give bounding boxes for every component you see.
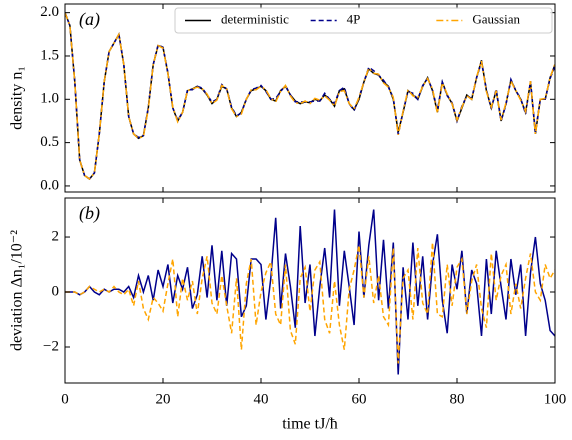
x-tick-label: 40 [254,391,269,407]
y-axis-label: deviation Δn₁/10⁻² [9,230,26,351]
y-tick-label: 2.0 [40,4,59,20]
plot-frame [64,3,556,193]
x-axis-label: time tJ/ħ [282,416,338,433]
legend-label: 4P [347,11,361,26]
series-line [65,12,555,181]
y-tick-label: 2 [52,228,60,244]
legend-label: Gaussian [472,11,520,26]
y-tick-label: 0 [52,283,60,299]
x-tick-label: 0 [61,391,69,407]
y-tick-label: −2 [43,338,59,354]
legend-box [174,7,553,34]
x-tick-label: 80 [450,391,465,407]
y-tick-label: 0.5 [40,134,59,150]
y-tick-label: 0.0 [40,177,59,193]
y-tick-label: 1.0 [40,91,59,107]
y-axis-label: density n₁ [9,66,26,130]
panel-label: (b) [79,203,100,224]
legend-label: deterministic [221,11,289,26]
x-tick-label: 60 [352,391,367,407]
y-tick-label: 1.5 [40,47,59,63]
panel-label: (a) [79,9,100,30]
series-line [65,242,555,364]
x-tick-label: 20 [156,391,171,407]
plot-frame [64,197,556,384]
x-tick-label: 100 [544,391,567,407]
